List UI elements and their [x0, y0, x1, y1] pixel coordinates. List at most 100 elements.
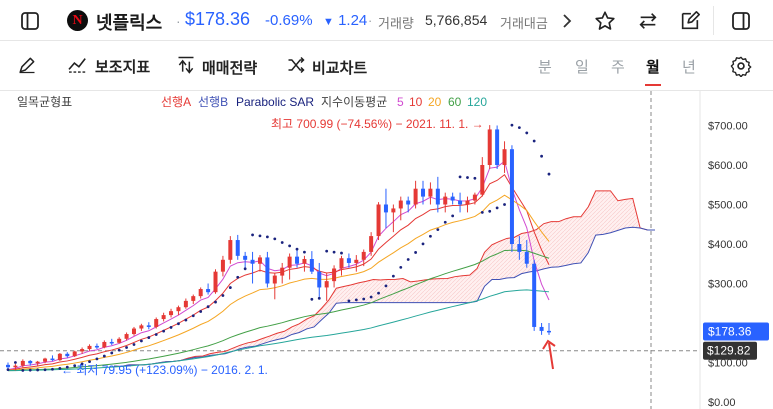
- sar-dot: [547, 172, 551, 176]
- candle-body: [421, 188, 426, 197]
- leading-a-label: 선행A: [161, 94, 191, 109]
- sar-dot: [221, 294, 225, 297]
- sar-dot: [80, 362, 84, 366]
- crosshair-price-badge: $129.82: [703, 341, 757, 360]
- sar-dot: [258, 234, 262, 238]
- sar-dot: [540, 154, 543, 158]
- change-percent: -0.69%: [265, 12, 313, 29]
- candle-body: [450, 196, 455, 201]
- ema-label: 지수이동평균: [321, 95, 387, 109]
- sar-dot: [303, 250, 306, 254]
- sar-dot: [154, 333, 158, 336]
- candle-body: [102, 341, 107, 348]
- sar-dot: [488, 209, 492, 213]
- sidebar-toggle-icon[interactable]: [17, 8, 43, 34]
- candle-body: [391, 208, 396, 213]
- sar-dot: [139, 339, 143, 343]
- edit-icon[interactable]: [677, 8, 703, 34]
- y-tick-label: $700.00: [708, 121, 748, 133]
- sar-dot: [110, 351, 114, 355]
- period-week-tab[interactable]: 주: [611, 59, 625, 76]
- swap-icon[interactable]: [635, 8, 661, 34]
- sar-dot: [510, 123, 514, 127]
- sar-dot: [384, 284, 388, 288]
- sar-dot: [6, 368, 10, 372]
- candle-body: [198, 289, 203, 297]
- sar-dot: [132, 343, 136, 346]
- candle-body: [339, 258, 344, 269]
- compare-label: 비교차트: [312, 59, 368, 77]
- panel-toggle-icon[interactable]: [728, 8, 754, 34]
- period-year-tab[interactable]: 년: [682, 59, 696, 76]
- parabolic-sar: [6, 123, 551, 372]
- candle-body: [176, 307, 181, 312]
- candle-body: [109, 341, 114, 344]
- candle-body: [398, 200, 403, 209]
- sar-dot: [495, 206, 499, 210]
- high-annotation: 최고 700.99 (−74.56%) − 2021. 11. 1. →: [271, 117, 484, 131]
- chart-toolbar: 보조지표 매매전략 비교차트 분 일 주 월 년: [0, 41, 773, 91]
- y-tick-label: $500.00: [708, 200, 748, 212]
- ema-60-label: 60: [448, 95, 462, 109]
- candle-body: [228, 240, 233, 260]
- y-tick-label: $400.00: [708, 239, 748, 251]
- candle-body: [87, 345, 92, 350]
- current-price: $178.36: [185, 9, 251, 29]
- sar-dot: [525, 131, 529, 135]
- candle-body: [146, 325, 151, 327]
- candle-body: [6, 364, 10, 368]
- sar-dot: [102, 354, 106, 358]
- candle-body: [480, 165, 485, 195]
- star-icon[interactable]: [592, 8, 618, 34]
- stock-name: 넷플릭스: [96, 13, 163, 33]
- candle-body: [257, 257, 262, 264]
- y-tick-label: $600.00: [708, 160, 748, 172]
- crosshair-price-badge-text: $129.82: [707, 344, 751, 358]
- candle-body: [72, 351, 77, 357]
- sar-dot: [243, 267, 247, 271]
- sar-dot: [95, 357, 99, 361]
- sar-dot: [414, 251, 418, 254]
- candle-body: [369, 236, 374, 252]
- latest-candle-arrow-icon: [542, 339, 556, 370]
- candle-body: [28, 360, 33, 364]
- candle-body: [302, 259, 307, 264]
- candle-body: [280, 267, 285, 276]
- sar-dot: [65, 365, 69, 369]
- sar-dot: [421, 242, 425, 246]
- chevron-right-icon[interactable]: [557, 8, 577, 34]
- candle-body: [465, 200, 470, 205]
- candle-body: [547, 330, 551, 333]
- y-tick-label: $300.00: [708, 279, 748, 291]
- candle-body: [20, 360, 25, 366]
- candle-body: [213, 271, 218, 293]
- indicator-button[interactable]: 보조지표: [67, 55, 150, 77]
- candle-body: [413, 188, 418, 205]
- sar-dot: [214, 300, 217, 304]
- sar-dot: [354, 298, 358, 302]
- sar-dot: [377, 291, 380, 295]
- sar-dot: [88, 360, 91, 364]
- period-day-tab[interactable]: 일: [575, 59, 589, 76]
- drawing-tool-button[interactable]: [17, 55, 37, 79]
- settings-gear-icon[interactable]: [728, 53, 754, 79]
- current-price-badge-text: $178.36: [708, 325, 752, 339]
- sar-dot: [177, 322, 180, 326]
- candle-body: [317, 271, 322, 288]
- candle-body: [183, 300, 188, 308]
- strategy-button[interactable]: 매매전략: [176, 55, 257, 79]
- period-minute-tab[interactable]: 분: [538, 59, 552, 76]
- candle-body: [435, 188, 440, 205]
- compare-button[interactable]: 비교차트: [286, 55, 367, 79]
- sar-dot: [184, 318, 188, 322]
- candle-body: [332, 268, 337, 282]
- candle-body: [309, 259, 314, 272]
- sar-dot: [21, 369, 25, 372]
- price-chart[interactable]: 일목균형표 선행A 선행B Parabolic SAR 지수이동평균 5 10 …: [0, 91, 773, 409]
- sar-dot: [466, 176, 469, 179]
- trade-amount-label: 거래대금: [500, 16, 548, 31]
- period-month-tab[interactable]: 월: [646, 59, 660, 76]
- candle-body: [376, 204, 381, 237]
- candle-body: [539, 326, 544, 331]
- sar-dot: [191, 314, 195, 318]
